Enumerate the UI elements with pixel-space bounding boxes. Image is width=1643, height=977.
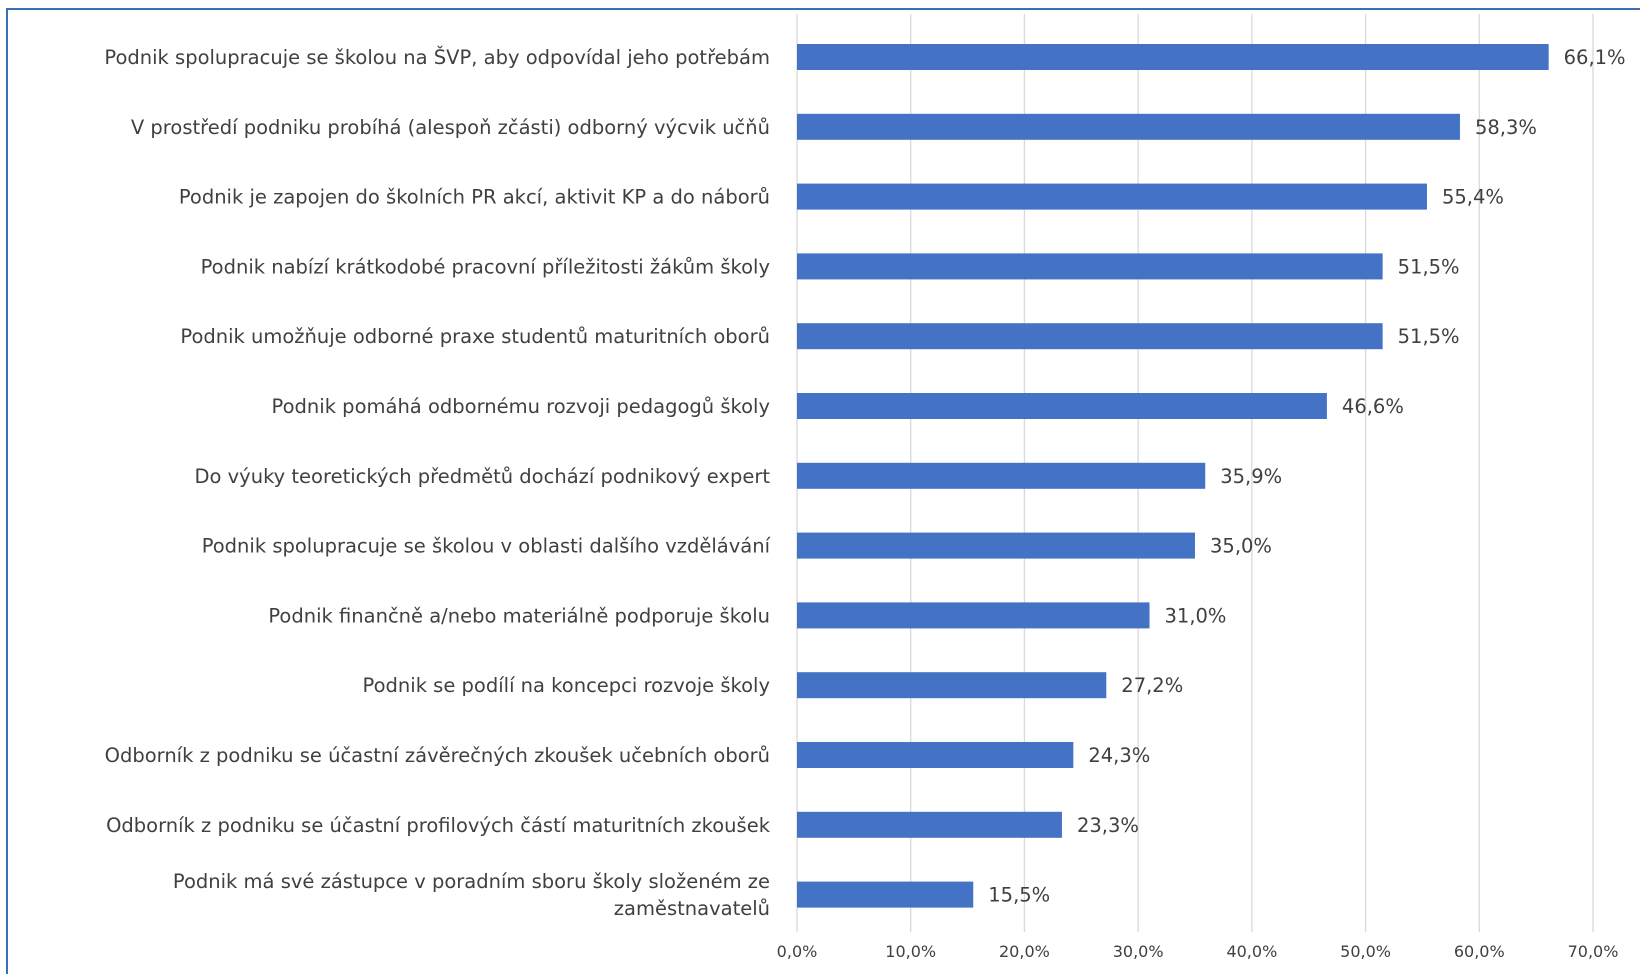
category-label: Podnik je zapojen do školních PR akcí, a…	[179, 186, 770, 209]
category-label: zaměstnavatelů	[614, 897, 770, 920]
data-label: 51,5%	[1398, 255, 1460, 278]
category-label: Podnik finančně a/nebo materiálně podpor…	[268, 604, 770, 627]
x-tick-label: 60,0%	[1454, 942, 1505, 961]
data-label: 35,9%	[1220, 465, 1282, 488]
bar	[797, 602, 1150, 629]
data-label: 46,6%	[1342, 395, 1404, 418]
bar	[797, 672, 1107, 699]
data-label: 27,2%	[1121, 674, 1183, 697]
bar	[797, 393, 1327, 419]
category-label: Do výuky teoretických předmětů dochází p…	[194, 465, 770, 488]
category-label: Odborník z podniku se účastní profilovýc…	[106, 814, 771, 837]
category-label: Podnik pomáhá odbornému rozvoji pedagogů…	[272, 395, 770, 418]
data-label: 24,3%	[1088, 744, 1150, 767]
data-label: 51,5%	[1398, 325, 1460, 348]
x-tick-label: 0,0%	[777, 942, 818, 961]
category-label: Podnik spolupracuje se školou v oblasti …	[202, 535, 771, 558]
category-label: Podnik spolupracuje se školou na ŠVP, ab…	[104, 45, 770, 69]
bar	[797, 253, 1383, 280]
data-label: 15,5%	[988, 884, 1050, 907]
bar	[797, 811, 1062, 838]
data-label: 66,1%	[1564, 46, 1626, 69]
data-label: 35,0%	[1210, 535, 1272, 558]
x-tick-label: 30,0%	[1113, 942, 1164, 961]
x-tick-label: 20,0%	[999, 942, 1050, 961]
bar	[797, 113, 1460, 140]
category-label: Podnik nabízí krátkodobé pracovní přílež…	[201, 255, 770, 278]
bar	[797, 183, 1427, 210]
x-tick-label: 10,0%	[885, 942, 936, 961]
x-tick-label: 50,0%	[1340, 942, 1391, 961]
data-label: 31,0%	[1165, 604, 1227, 627]
bar	[797, 44, 1549, 70]
category-label: V prostředí podniku probíhá (alespoň zčá…	[131, 116, 770, 139]
data-label: 58,3%	[1475, 116, 1537, 139]
bar	[797, 881, 974, 908]
data-label: 23,3%	[1077, 814, 1139, 837]
bar	[797, 462, 1206, 489]
x-tick-label: 40,0%	[1226, 942, 1277, 961]
bar	[797, 742, 1074, 768]
chart-frame	[6, 8, 1640, 974]
category-label: Odborník z podniku se účastní závěrečnýc…	[105, 744, 770, 767]
category-label: Podnik se podílí na koncepci rozvoje ško…	[363, 674, 770, 697]
bar	[797, 532, 1195, 559]
x-tick-label: 70,0%	[1568, 942, 1619, 961]
category-label: Podnik má své zástupce v poradním sboru …	[173, 870, 770, 893]
category-label: Podnik umožňuje odborné praxe studentů m…	[180, 325, 770, 348]
data-label: 55,4%	[1442, 186, 1504, 209]
bar	[797, 323, 1383, 350]
